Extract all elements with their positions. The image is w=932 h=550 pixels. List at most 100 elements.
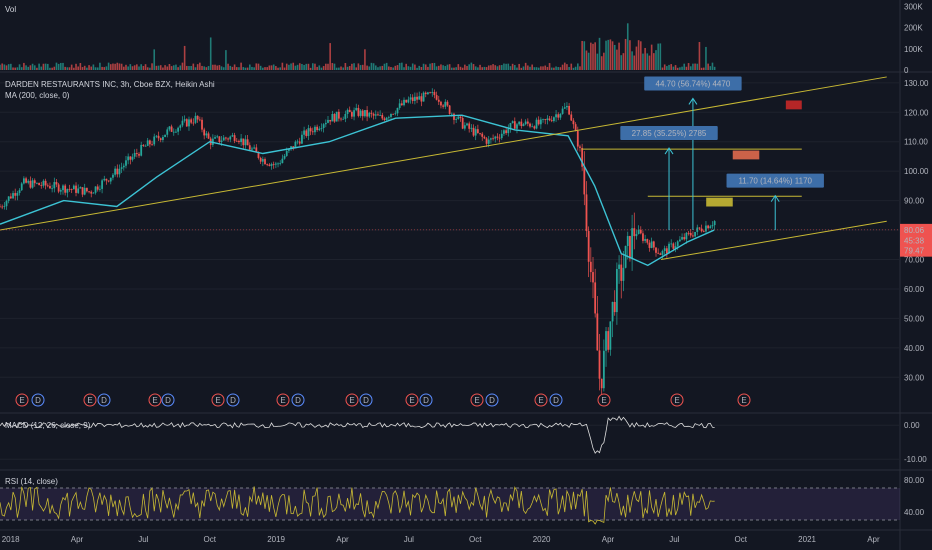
volume-bar: [368, 66, 371, 70]
earnings-marker: [359, 393, 373, 407]
volume-label: Vol: [5, 5, 17, 14]
volume-bar: [127, 66, 129, 70]
candle: [350, 110, 353, 119]
volume-bar: [55, 62, 58, 70]
rsi-tick: 40.00: [904, 508, 925, 517]
price-tick: 70.00: [904, 256, 925, 265]
candle: [59, 188, 62, 195]
candle: [138, 152, 140, 158]
candle: [500, 129, 503, 141]
volume-bar: [674, 65, 677, 70]
candle: [602, 339, 605, 392]
volume-bar: [531, 64, 533, 70]
volume-bar: [709, 66, 712, 70]
volume-bar: [713, 66, 716, 70]
candle: [531, 123, 534, 128]
candle: [190, 117, 193, 125]
volume-bar: [401, 62, 403, 70]
volume-bar: [424, 64, 427, 70]
candle: [114, 166, 117, 177]
candle: [229, 135, 232, 143]
volume-bar: [149, 67, 151, 70]
volume-bar: [581, 40, 583, 70]
volume-bar: [170, 66, 173, 70]
price-badge-text: 79.47: [904, 247, 925, 256]
candle: [266, 163, 269, 167]
candle: [22, 176, 25, 185]
volume-bar: [503, 63, 505, 70]
price-tick: 100.00: [904, 167, 929, 176]
earnings-marker: [83, 393, 97, 407]
volume-bar: [490, 65, 492, 70]
candle: [9, 193, 12, 200]
earnings-marker: [737, 393, 751, 407]
volume-bar: [83, 65, 86, 70]
volume-bar: [481, 67, 484, 70]
volume-bar: [229, 65, 232, 70]
candle: [207, 131, 210, 139]
candle: [18, 188, 21, 196]
candle: [687, 231, 690, 236]
candle: [181, 116, 184, 128]
candle: [298, 137, 301, 146]
volume-bar: [514, 65, 516, 70]
volume-bar: [51, 67, 53, 70]
candle: [596, 295, 599, 351]
candle: [646, 238, 649, 245]
volume-bar: [511, 63, 514, 70]
earnings-marker: [211, 393, 225, 407]
volume-bar: [57, 63, 60, 70]
earnings-marker-text: E: [474, 396, 479, 405]
candle: [270, 162, 273, 170]
volume-bar: [398, 62, 401, 70]
volume-bar: [301, 64, 303, 70]
candle: [385, 116, 388, 121]
volume-bar: [553, 67, 555, 70]
candle: [75, 182, 77, 197]
volume-bar: [201, 65, 203, 70]
candle: [155, 134, 158, 139]
candle: [503, 129, 505, 136]
volume-bar: [509, 66, 512, 70]
earnings-marker-text: D: [101, 396, 107, 405]
price-candles: [0, 88, 716, 399]
volume-bar: [361, 64, 364, 70]
volume-bar: [218, 65, 221, 70]
volume-bar: [112, 63, 114, 70]
volume-bar: [633, 55, 636, 70]
candle: [96, 184, 99, 192]
earnings-marker: [345, 393, 359, 407]
candle: [303, 126, 306, 140]
candle: [472, 124, 475, 137]
candle: [329, 119, 332, 125]
candle: [240, 133, 243, 147]
price-tick: 30.00: [904, 373, 925, 382]
volume-bar: [485, 67, 488, 70]
candle: [66, 188, 69, 198]
candle: [572, 118, 575, 129]
candle: [442, 103, 445, 109]
volume-bar: [33, 65, 36, 70]
volume-bar: [529, 66, 531, 70]
volume-bar: [687, 63, 690, 70]
candle: [14, 188, 17, 201]
volume-bar: [548, 63, 551, 70]
candle: [94, 186, 97, 195]
candle: [64, 183, 67, 196]
macd-tick: -10.00: [904, 455, 927, 464]
volume-bar: [409, 66, 412, 70]
candle: [561, 106, 564, 115]
volume-bar: [68, 67, 71, 70]
candle: [62, 184, 64, 195]
candle: [405, 99, 408, 104]
volume-bar: [292, 62, 295, 70]
volume-bar: [75, 63, 77, 70]
earnings-marker-text: E: [215, 396, 220, 405]
volume-bar: [694, 63, 696, 70]
earnings-marker: [549, 393, 563, 407]
volume-bar: [535, 67, 538, 70]
volume-bar: [707, 63, 709, 70]
volume-bar: [238, 67, 240, 70]
candle: [583, 151, 586, 206]
